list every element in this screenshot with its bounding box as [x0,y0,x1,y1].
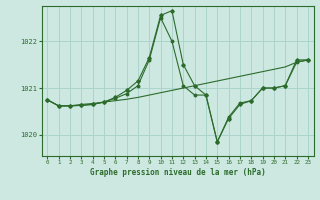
X-axis label: Graphe pression niveau de la mer (hPa): Graphe pression niveau de la mer (hPa) [90,168,266,177]
